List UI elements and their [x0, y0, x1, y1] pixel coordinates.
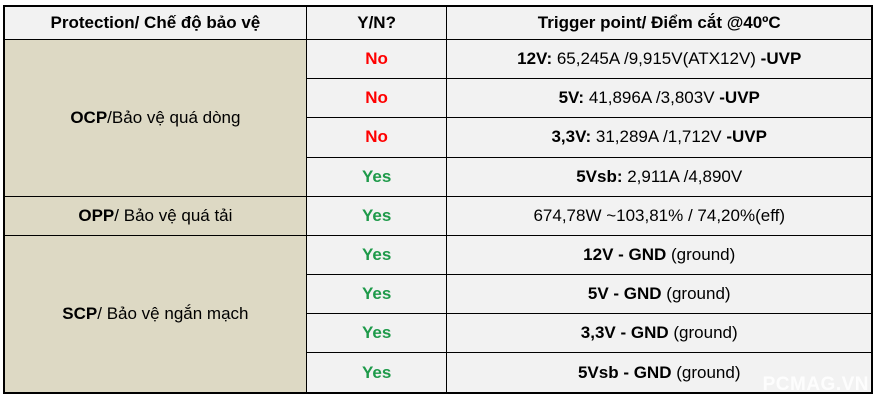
trigger-bold: 12V: [517, 49, 553, 69]
trigger-point-cell: 3,3V - GND (ground) [446, 313, 873, 354]
trigger-text: (ground) [671, 362, 741, 382]
yn-cell: Yes [305, 156, 448, 197]
trigger-text: (ground) [661, 284, 731, 304]
trigger-bold: 3,3V: [551, 127, 592, 147]
trigger-text: (ground) [668, 323, 738, 343]
header-trigger-point: Trigger point/ Điểm cắt @40ºC [446, 5, 873, 40]
trigger-text: 674,78W ~103,81% / 74,20%(eff) [533, 205, 785, 225]
trigger-bold: 5V: [558, 88, 585, 108]
table-row: OPP/ Bảo vệ quá tải Yes 674,78W ~103,81% /… [3, 195, 873, 236]
trigger-point-cell: 5Vsb: 2,911A /4,890V [446, 156, 873, 197]
protection-abbr: OCP [70, 107, 108, 127]
yn-cell: Yes [305, 352, 448, 394]
trigger-suffix: -UVP [726, 127, 767, 147]
protection-label: / Bảo vệ quá tải [114, 205, 233, 225]
yn-cell: Yes [305, 274, 448, 315]
table-row: Yes 5V - GND (ground) [4, 274, 873, 315]
table-row: SCP/ Bảo vệ ngắn mạch Yes 12V - GND (groun… [3, 234, 873, 394]
trigger-point-cell: 12V - GND (ground) [446, 234, 873, 276]
protection-category-scp: SCP/ Bảo vệ ngắn mạch [3, 234, 307, 394]
table-row: Yes 3,3V - GND (ground) [4, 313, 873, 354]
trigger-point-cell: 5V - GND (ground) [446, 274, 873, 315]
header-yn: Y/N? [305, 5, 448, 40]
trigger-bold: 12V - GND [583, 244, 667, 264]
table-row: No 3,3V: 31,289A /1,712V -UVP [4, 117, 873, 158]
trigger-text: (ground) [666, 244, 736, 264]
table-row: OCP/Bảo vệ quá dòng No 12V: 65,245A /9,915… [3, 38, 873, 197]
table-row: Yes 5Vsb: 2,911A /4,890V [4, 156, 873, 197]
yn-cell: Yes [305, 195, 448, 236]
header-row: Protection/ Chế độ bảo vệ Y/N? Trigger p… [3, 5, 873, 40]
trigger-suffix: -UVP [719, 88, 760, 108]
trigger-text: 31,289A /1,712V [591, 127, 727, 147]
trigger-bold: 5V - GND [587, 284, 662, 304]
trigger-bold: 3,3V - GND [580, 323, 669, 343]
trigger-point-cell: 674,78W ~103,81% / 74,20%(eff) [446, 195, 873, 236]
trigger-point-cell: 5Vsb - GND (ground) [446, 352, 873, 394]
table-row: No 5V: 41,896A /3,803V -UVP [4, 78, 873, 119]
header-protection: Protection/ Chế độ bảo vệ [3, 5, 307, 40]
trigger-bold: 5Vsb - GND [577, 362, 672, 382]
trigger-text: 65,245A /9,915V(ATX12V) [552, 49, 761, 69]
watermark: PCMAG.VN [762, 374, 869, 395]
yn-cell: No [305, 78, 448, 119]
yn-cell: No [305, 38, 448, 80]
trigger-point-cell: 5V: 41,896A /3,803V -UVP [446, 78, 873, 119]
protection-abbr: SCP [62, 303, 98, 323]
trigger-bold: 5Vsb: [576, 166, 623, 186]
yn-cell: Yes [305, 234, 448, 276]
protection-category-ocp: OCP/Bảo vệ quá dòng [3, 39, 307, 197]
trigger-suffix: -UVP [760, 49, 802, 69]
protection-table: Protection/ Chế độ bảo vệ Y/N? Trigger p… [3, 5, 873, 394]
protection-label: /Bảo vệ quá dòng [107, 107, 241, 127]
yn-cell: No [305, 117, 448, 158]
protection-category-opp: OPP/ Bảo vệ quá tải [3, 195, 307, 236]
protection-abbr: OPP [78, 205, 115, 225]
table-row: Yes 5Vsb - GND (ground) [4, 352, 873, 394]
trigger-point-cell: 12V: 65,245A /9,915V(ATX12V) -UVP [446, 38, 873, 80]
yn-cell: Yes [305, 313, 448, 354]
trigger-text: 2,911A /4,890V [622, 166, 743, 186]
protection-label: / Bảo vệ ngắn mạch [97, 303, 249, 323]
trigger-text: 41,896A /3,803V [584, 88, 720, 108]
trigger-point-cell: 3,3V: 31,289A /1,712V -UVP [446, 117, 873, 158]
